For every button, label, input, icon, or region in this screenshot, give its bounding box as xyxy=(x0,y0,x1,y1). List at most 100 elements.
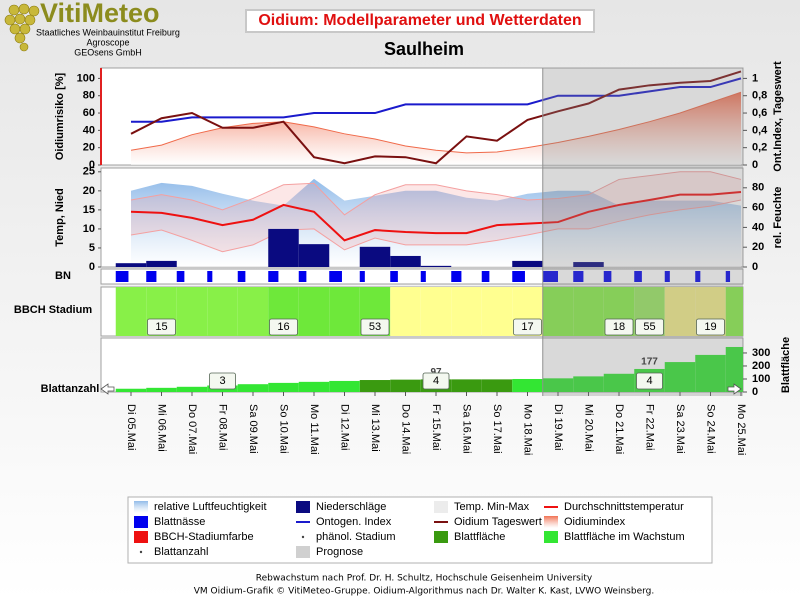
bbch-segment xyxy=(725,287,743,336)
leaf-count-label: 3 xyxy=(219,375,225,387)
precip-bar xyxy=(268,228,299,267)
x-tick-label: Fr 15.Mai xyxy=(430,404,442,450)
y2-tick-label: 0,2 xyxy=(752,142,767,154)
leaf-area-bar xyxy=(115,388,147,392)
legend-label: Niederschläge xyxy=(316,501,386,513)
y2-tick-label: 0 xyxy=(752,261,758,273)
forecast-shade xyxy=(542,68,743,396)
bbch-segment xyxy=(115,287,147,336)
leaf-area-bar xyxy=(146,387,177,392)
leaf-wetness xyxy=(725,271,731,282)
logo-text: VitiMeteo xyxy=(40,0,160,28)
y2-tick-label: 20 xyxy=(752,241,764,253)
precip-bar xyxy=(573,262,604,267)
x-tick-label: Sa 09.Mai xyxy=(247,404,259,454)
legend-swatch xyxy=(544,516,558,528)
legend-swatch xyxy=(134,501,148,513)
leaf-area-label: 97 xyxy=(430,367,442,378)
legend-label: relative Luftfeuchtigkeit xyxy=(154,501,267,513)
leaf-count-label: 4 xyxy=(433,375,439,387)
leaf-wetness xyxy=(664,271,670,282)
leaf-wetness xyxy=(390,271,398,282)
leaf-wetness xyxy=(207,271,213,282)
y-tick-label: 25 xyxy=(83,166,95,178)
leaf-count-label-box xyxy=(636,372,663,390)
legend-label: Blattnässe xyxy=(154,516,205,528)
y2-tick-label: 200 xyxy=(752,360,770,372)
y2-axis-title: rel. Feuchte xyxy=(772,187,784,249)
line xyxy=(131,77,742,123)
leaf-wetness xyxy=(603,271,612,282)
precip-bar xyxy=(420,265,452,267)
bbch-stage-label-box xyxy=(635,318,664,336)
leaf-wetness xyxy=(146,271,157,282)
y2-tick-label: 0,8 xyxy=(752,90,767,102)
leaf-wetness xyxy=(634,271,642,282)
y-axis-title: BN xyxy=(55,270,71,282)
legend-swatch xyxy=(296,501,310,513)
legend-label: Blattanzahl xyxy=(154,546,208,558)
y2-tick-label: 60 xyxy=(752,202,764,214)
chart-subtitle: Saulheim xyxy=(384,39,464,59)
leaf-area-bar xyxy=(542,378,574,392)
y2-tick-label: 0 xyxy=(752,386,758,398)
bbch-stage-label: 55 xyxy=(643,321,655,333)
legend-swatch xyxy=(296,546,310,558)
legend-label: Oidium Tageswert xyxy=(454,516,542,528)
x-tick-label: Mo 11.Mai xyxy=(308,404,320,455)
y2-axis-title: Ont.Index, Tageswert xyxy=(772,61,784,172)
bbch-segment xyxy=(420,287,452,336)
leaf-area-bar xyxy=(176,386,208,392)
bbch-segment xyxy=(542,287,574,336)
area xyxy=(131,92,741,165)
y-axis-title: Temp, Nied xyxy=(54,188,66,246)
bbch-stage-label: 53 xyxy=(369,321,381,333)
bbch-stage-label: 16 xyxy=(277,321,289,333)
y2-tick-label: 80 xyxy=(752,182,764,194)
arrow-right xyxy=(727,383,742,395)
bbch-segment xyxy=(451,287,482,336)
leaf-area-bar xyxy=(695,354,726,392)
bbch-stage-label: 19 xyxy=(704,321,716,333)
y2-tick-label: 1 xyxy=(752,72,758,84)
x-tick-label: Mo 18.Mai xyxy=(522,404,534,455)
leaf-wetness xyxy=(420,271,426,282)
bbch-stage-label-box xyxy=(696,318,725,336)
arrow-left xyxy=(100,383,115,395)
x-tick-label: So 10.Mai xyxy=(278,404,290,454)
logo-org: Agroscope xyxy=(86,37,129,47)
temp-max-line xyxy=(130,171,742,216)
legend-label: Ontogen. Index xyxy=(316,516,392,528)
y-tick-label: 60 xyxy=(83,107,95,119)
bbch-segment xyxy=(481,287,513,336)
legend-label: Durchschnittstemperatur xyxy=(564,501,684,513)
legend-label: BBCH-Stadiumfarbe xyxy=(154,531,254,543)
x-tick-label: Di 12.Mai xyxy=(339,404,351,450)
logo: VitiMeteo Staatliches Weinbauinstitut Fr… xyxy=(4,0,180,57)
y-tick-label: 40 xyxy=(83,124,95,136)
logo-org: GEOsens GmbH xyxy=(74,47,142,57)
y-tick-label: 5 xyxy=(89,242,95,254)
footer-line: Rebwachstum nach Prof. Dr. H. Schultz, H… xyxy=(256,574,593,584)
legend: relative Luftfeuchtigkeit Niederschläge Te… xyxy=(134,501,685,558)
leaf-wetness xyxy=(237,271,246,282)
bbch-segment xyxy=(329,287,360,336)
leaf-count-label-box xyxy=(422,372,450,390)
x-tick-label: Sa 16.Mai xyxy=(461,404,473,454)
leaf-wetness xyxy=(176,271,185,282)
bbch-segment xyxy=(298,287,330,336)
x-tick-label: Di 05.Mai xyxy=(125,404,137,450)
logo-org: Staatliches Weinbauinstitut Freiburg xyxy=(36,27,180,37)
legend-box xyxy=(127,496,713,564)
y-tick-label: 0 xyxy=(89,159,95,171)
bbch-stage-label: 18 xyxy=(613,321,625,333)
x-tick-label: Di 19.Mai xyxy=(552,404,564,450)
y2-tick-label: 100 xyxy=(752,373,770,385)
y-axis-title: Blattanzahl xyxy=(41,383,100,395)
leaf-area-bar xyxy=(573,376,604,392)
line xyxy=(130,70,742,165)
temp-band xyxy=(131,171,741,252)
x-tick-label: Fr 22.Mai xyxy=(644,404,656,450)
